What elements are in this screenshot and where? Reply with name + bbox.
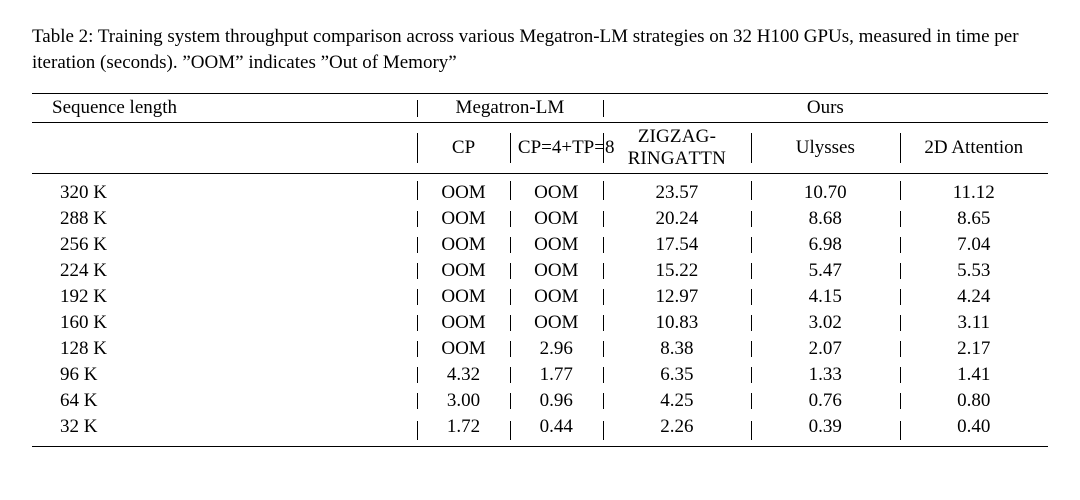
- col-header-zigzag-ringattn: ZIGZAG-RINGATTN: [603, 123, 751, 174]
- cell-seq: 192 K: [32, 284, 417, 310]
- zigzag-ing: ING: [640, 148, 674, 169]
- col-header-ulysses: Ulysses: [751, 123, 899, 174]
- cell-ulysses: 2.07: [751, 336, 899, 362]
- cell-2d: 3.11: [900, 310, 1048, 336]
- cell-cp: OOM: [417, 336, 510, 362]
- cell-cptp: OOM: [510, 284, 603, 310]
- col-header-sequence-length: Sequence length: [32, 94, 417, 123]
- cell-seq: 256 K: [32, 232, 417, 258]
- col-group-megatron: Megatron-LM: [417, 94, 603, 123]
- cell-2d: 5.53: [900, 258, 1048, 284]
- zigzag-igzag: IGZAG: [649, 126, 709, 147]
- cell-cptp: OOM: [510, 310, 603, 336]
- cell-ulysses: 4.15: [751, 284, 899, 310]
- cell-seq: 128 K: [32, 336, 417, 362]
- table-row: 224 KOOMOOM15.225.475.53: [32, 258, 1048, 284]
- col-header-2d-attention: 2D Attention: [900, 123, 1048, 174]
- col-header-blank: [32, 123, 417, 174]
- cell-cp: 1.72: [417, 414, 510, 447]
- cell-cp: OOM: [417, 206, 510, 232]
- zigzag-a: A: [675, 148, 689, 169]
- table-body: 320 KOOMOOM23.5710.7011.12288 KOOMOOM20.…: [32, 174, 1048, 447]
- cell-ulysses: 10.70: [751, 174, 899, 207]
- cell-cp: OOM: [417, 258, 510, 284]
- cell-cp: OOM: [417, 310, 510, 336]
- cell-2d: 11.12: [900, 174, 1048, 207]
- table-row: 288 KOOMOOM20.248.688.65: [32, 206, 1048, 232]
- table-row: 128 KOOM2.968.382.072.17: [32, 336, 1048, 362]
- cell-ulysses: 5.47: [751, 258, 899, 284]
- cell-cp: 4.32: [417, 362, 510, 388]
- cell-cptp: OOM: [510, 232, 603, 258]
- col-group-ours: Ours: [603, 94, 1048, 123]
- cell-zigzag: 20.24: [603, 206, 751, 232]
- cell-2d: 0.40: [900, 414, 1048, 447]
- cell-ulysses: 0.76: [751, 388, 899, 414]
- cell-zigzag: 6.35: [603, 362, 751, 388]
- cell-zigzag: 15.22: [603, 258, 751, 284]
- cell-ulysses: 3.02: [751, 310, 899, 336]
- table-row: 160 KOOMOOM10.833.023.11: [32, 310, 1048, 336]
- cell-seq: 288 K: [32, 206, 417, 232]
- cell-cptp: OOM: [510, 206, 603, 232]
- cell-seq: 320 K: [32, 174, 417, 207]
- cell-zigzag: 8.38: [603, 336, 751, 362]
- cell-ulysses: 1.33: [751, 362, 899, 388]
- cell-ulysses: 0.39: [751, 414, 899, 447]
- cell-seq: 64 K: [32, 388, 417, 414]
- cell-2d: 0.80: [900, 388, 1048, 414]
- cell-zigzag: 23.57: [603, 174, 751, 207]
- cell-cp: 3.00: [417, 388, 510, 414]
- cell-cptp: 2.96: [510, 336, 603, 362]
- cell-zigzag: 17.54: [603, 232, 751, 258]
- cell-2d: 7.04: [900, 232, 1048, 258]
- cell-ulysses: 6.98: [751, 232, 899, 258]
- zigzag-z: Z: [638, 126, 650, 147]
- cell-2d: 1.41: [900, 362, 1048, 388]
- cell-zigzag: 4.25: [603, 388, 751, 414]
- cell-2d: 2.17: [900, 336, 1048, 362]
- cell-cp: OOM: [417, 174, 510, 207]
- cell-cptp: 0.96: [510, 388, 603, 414]
- cell-cptp: 0.44: [510, 414, 603, 447]
- header-row-sub: CP CP=4+TP=8 ZIGZAG-RINGATTN Ulysses 2D …: [32, 123, 1048, 174]
- cell-seq: 96 K: [32, 362, 417, 388]
- table-row: 32 K1.720.442.260.390.40: [32, 414, 1048, 447]
- cell-2d: 8.65: [900, 206, 1048, 232]
- col-header-cp: CP: [417, 123, 510, 174]
- table-row: 256 KOOMOOM17.546.987.04: [32, 232, 1048, 258]
- cell-zigzag: 2.26: [603, 414, 751, 447]
- header-row-top: Sequence length Megatron-LM Ours: [32, 94, 1048, 123]
- cell-cp: OOM: [417, 232, 510, 258]
- table-caption: Table 2: Training system throughput comp…: [32, 24, 1048, 75]
- cell-seq: 224 K: [32, 258, 417, 284]
- zigzag-ttn: TTN: [689, 148, 727, 169]
- cell-zigzag: 10.83: [603, 310, 751, 336]
- throughput-table: Sequence length Megatron-LM Ours CP CP=4…: [32, 93, 1048, 447]
- cell-seq: 32 K: [32, 414, 417, 447]
- cell-seq: 160 K: [32, 310, 417, 336]
- cell-cptp: OOM: [510, 258, 603, 284]
- table-row: 320 KOOMOOM23.5710.7011.12: [32, 174, 1048, 207]
- col-header-cp4tp8: CP=4+TP=8: [510, 123, 603, 174]
- table-row: 96 K4.321.776.351.331.41: [32, 362, 1048, 388]
- cell-cptp: 1.77: [510, 362, 603, 388]
- cell-zigzag: 12.97: [603, 284, 751, 310]
- cell-2d: 4.24: [900, 284, 1048, 310]
- table-row: 192 KOOMOOM12.974.154.24: [32, 284, 1048, 310]
- table-row: 64 K3.000.964.250.760.80: [32, 388, 1048, 414]
- cell-cptp: OOM: [510, 174, 603, 207]
- cell-ulysses: 8.68: [751, 206, 899, 232]
- cell-cp: OOM: [417, 284, 510, 310]
